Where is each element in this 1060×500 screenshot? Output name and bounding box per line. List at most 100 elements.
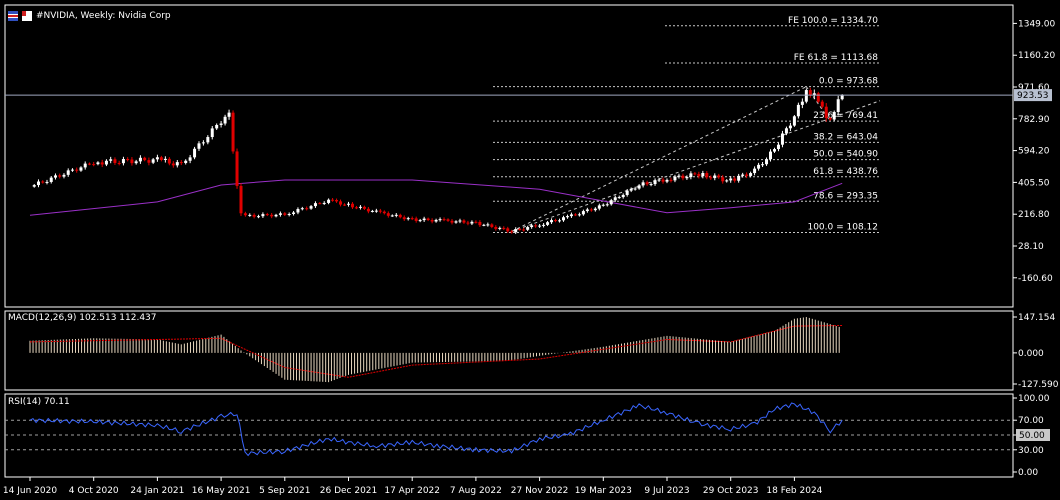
candle-body	[418, 220, 422, 222]
candle-body	[601, 204, 605, 206]
candle-body	[138, 157, 142, 162]
candle-body	[633, 188, 637, 190]
candle-body	[561, 217, 565, 221]
candle-body	[171, 163, 175, 166]
candle-body	[498, 227, 502, 229]
candle-body	[454, 221, 458, 223]
candle-body	[227, 112, 231, 117]
candle-body	[358, 206, 362, 208]
candle-body	[522, 229, 526, 231]
candle-body	[370, 210, 374, 212]
candle-body	[494, 226, 498, 229]
candle-body	[410, 218, 414, 220]
x-axis-tick-label: 4 Oct 2020	[69, 486, 119, 496]
candle-body	[406, 218, 410, 220]
candle-body	[788, 125, 792, 129]
x-axis-tick-label: 24 Jan 2021	[130, 486, 184, 496]
candle-body	[239, 185, 243, 214]
candle-body	[689, 173, 693, 178]
flag-icon-secondary	[22, 11, 32, 21]
candle-body	[121, 159, 125, 164]
candle-body	[486, 224, 490, 226]
candle-body	[502, 227, 506, 229]
candle-body	[840, 95, 844, 100]
candle-body	[753, 168, 757, 174]
chart-title: #NVIDIA, Weekly: Nvidia Corp	[36, 11, 171, 21]
candle-body	[709, 177, 713, 179]
candle-body	[215, 124, 219, 129]
candle-body	[569, 214, 573, 217]
candle-body	[235, 151, 239, 186]
candle-body	[510, 231, 514, 233]
candle-body	[534, 225, 538, 227]
candle-body	[343, 204, 347, 206]
candle-body	[347, 203, 350, 205]
candle-body	[41, 181, 45, 183]
candle-body	[585, 209, 589, 212]
candle-body	[287, 214, 291, 216]
y-axis-tick-label: 594.20	[1018, 147, 1050, 157]
candle-body	[705, 173, 709, 178]
candle-body	[482, 224, 486, 226]
candle-body	[685, 177, 689, 179]
candle-body	[438, 219, 442, 221]
rsi-axis-label: 50.00	[1019, 431, 1045, 441]
candle-body	[243, 213, 247, 216]
candle-body	[374, 210, 378, 212]
candle-body	[812, 93, 816, 96]
candle-body	[474, 221, 478, 223]
candle-body	[725, 180, 729, 182]
candle-body	[193, 148, 197, 158]
candle-body	[322, 202, 326, 204]
y-axis-tick-label: 216.80	[1018, 210, 1050, 220]
candle-body	[462, 220, 466, 223]
candle-body	[327, 199, 331, 203]
fibonacci-level-label: 0.0 = 973.68	[819, 77, 878, 87]
y-axis-tick-label: 971.60	[1018, 83, 1050, 93]
candle-body	[796, 104, 800, 117]
y-axis-tick-label: 405.50	[1018, 178, 1050, 188]
x-axis-tick-label: 16 May 2021	[192, 486, 251, 496]
candle-body	[96, 162, 100, 165]
candle-body	[478, 221, 482, 226]
candle-body	[581, 211, 585, 215]
current-price-tag	[1014, 89, 1052, 102]
macd-axis-label: 147.154	[1018, 313, 1055, 323]
candle-body	[629, 188, 633, 191]
candle-body	[151, 159, 155, 163]
macd-axis-label: -127.590	[1018, 380, 1059, 390]
candle-body	[733, 178, 737, 181]
candle-body	[772, 149, 776, 152]
main-panel-border	[4, 4, 1014, 308]
candle-body	[219, 123, 223, 125]
fibonacci-level-label: 23.6 = 769.41	[813, 111, 878, 121]
candle-body	[434, 219, 438, 222]
fibonacci-level-label: 78.6 = 293.35	[813, 191, 878, 201]
candle-body	[542, 224, 546, 226]
y-axis-tick-label: 28.10	[1018, 242, 1044, 252]
rsi-axis-label: 30.00	[1018, 446, 1044, 456]
candle-body	[657, 179, 661, 181]
candle-body	[390, 215, 394, 217]
candle-body	[776, 144, 780, 150]
current-price-tag-label: 923.53	[1017, 91, 1049, 101]
chart-title-bar: #NVIDIA, Weekly: Nvidia Corp	[8, 9, 171, 23]
candle-body	[75, 169, 79, 171]
candle-body	[717, 175, 721, 178]
macd-signal-line	[29, 325, 843, 378]
candle-body	[446, 219, 450, 221]
candle-body	[677, 175, 681, 177]
candle-body	[382, 211, 386, 214]
candle-body	[414, 218, 418, 221]
candle-body	[605, 204, 609, 206]
candle-body	[265, 214, 269, 216]
candle-body	[609, 200, 613, 205]
candle-body	[538, 225, 542, 227]
candle-body	[331, 199, 335, 201]
candle-body	[621, 194, 625, 198]
candle-body	[573, 214, 577, 216]
candle-body	[87, 163, 91, 165]
fibonacci-trend-line	[511, 86, 807, 232]
candle-body	[824, 106, 828, 119]
